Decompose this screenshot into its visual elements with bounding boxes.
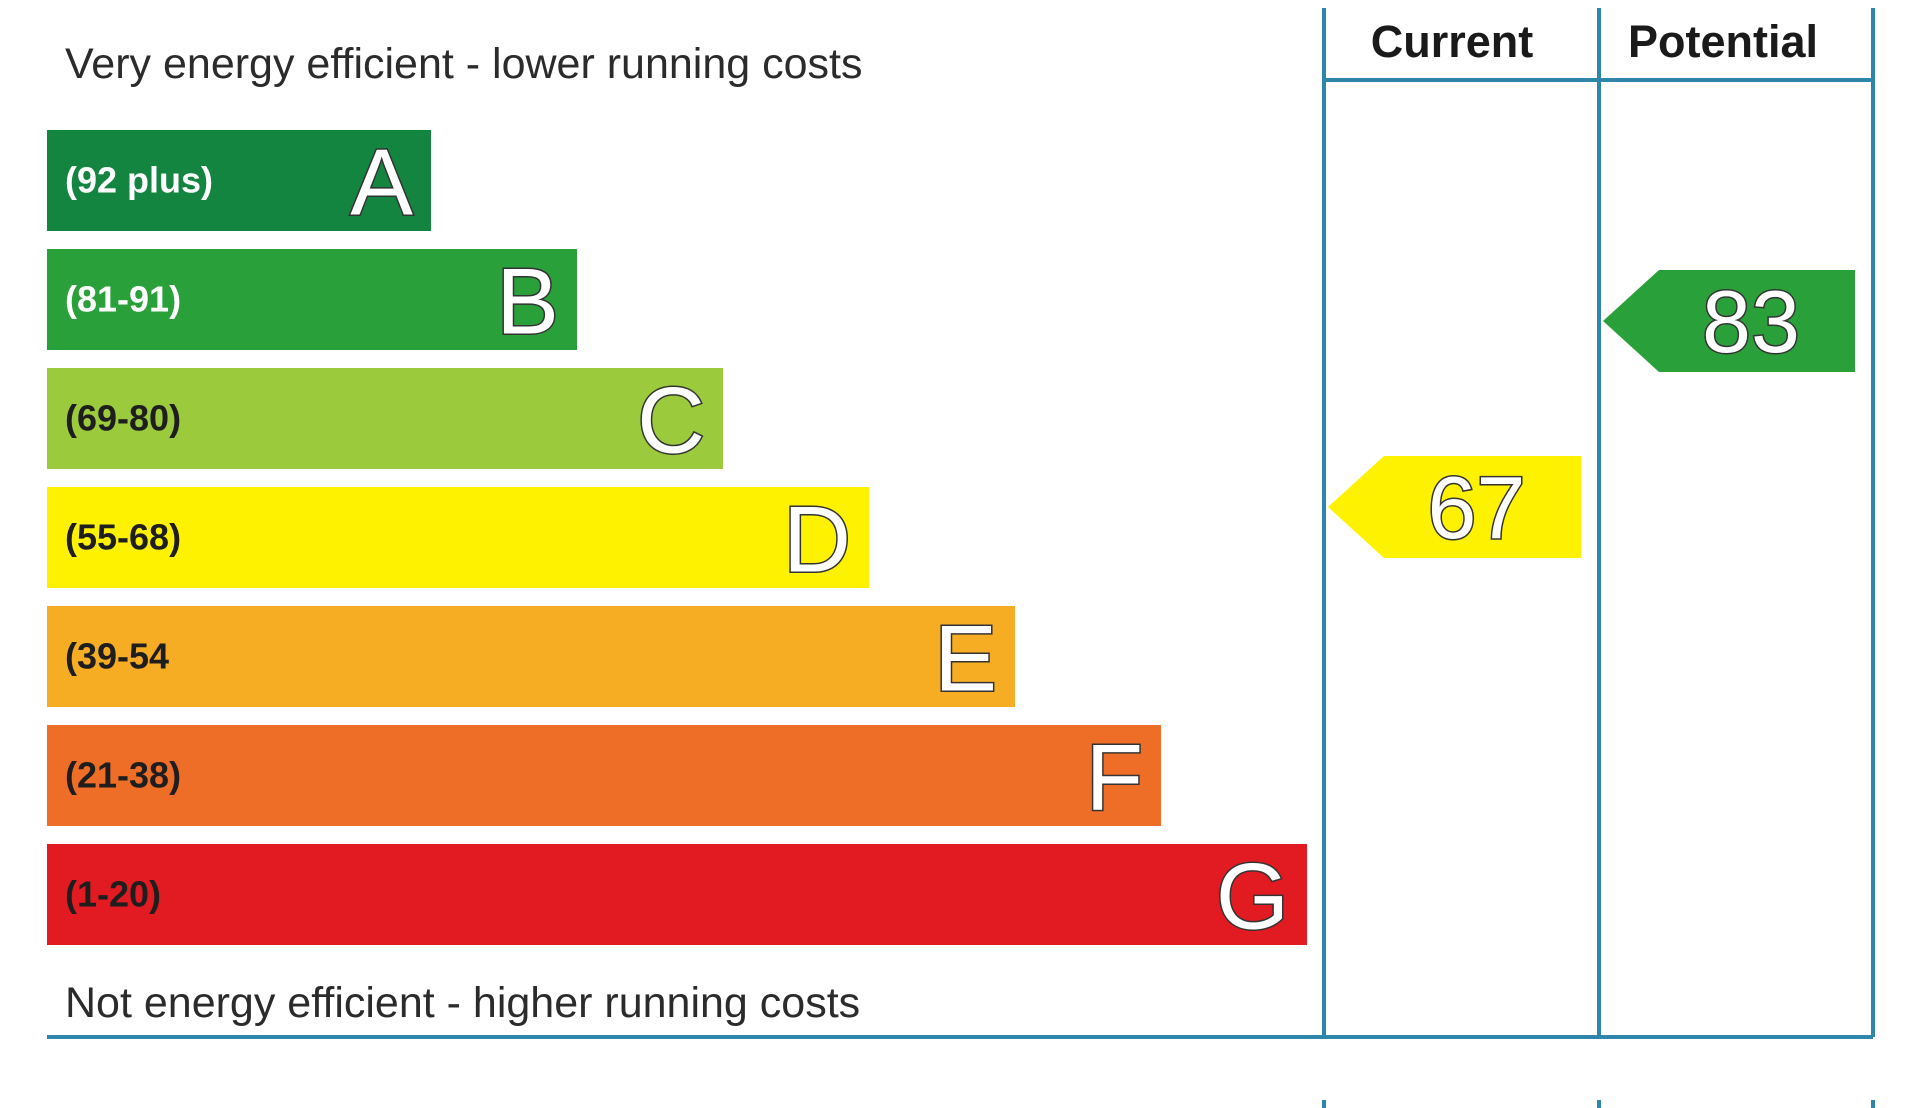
bottom-caption: Not energy efficient - higher running co… [65, 979, 860, 1027]
potential-rating-marker: 83 [1603, 270, 1855, 373]
band-g: (1-20) G [47, 842, 1307, 950]
band-range-e: (39-54 [65, 636, 169, 677]
band-d: (55-68) D [47, 485, 869, 593]
band-bar-g [47, 844, 1307, 945]
band-bar-c [47, 368, 723, 469]
band-range-f: (21-38) [65, 755, 181, 796]
band-e: (39-54 E [47, 604, 1015, 712]
current-rating-marker: 67 [1328, 456, 1581, 559]
rating-bands: (92 plus) A (81-91) B (69-80) C (55-68) D (39-54… [47, 128, 1307, 950]
band-b: (81-91) B [47, 247, 577, 355]
potential-column-header: Potential [1628, 16, 1818, 67]
band-bar-f [47, 725, 1161, 826]
band-letter-a: A [350, 130, 413, 235]
band-bar-d [47, 487, 869, 588]
band-letter-e: E [934, 606, 997, 711]
band-bar-a [47, 130, 431, 231]
band-letter-g: G [1216, 844, 1289, 949]
rating-table-grid [47, 8, 1875, 1108]
band-letter-d: D [783, 487, 851, 592]
potential-rating-value: 83 [1702, 272, 1800, 371]
potential-rating-arrow [1603, 270, 1855, 372]
band-range-g: (1-20) [65, 874, 161, 915]
band-range-c: (69-80) [65, 398, 181, 439]
band-range-b: (81-91) [65, 279, 181, 320]
band-a: (92 plus) A [47, 128, 431, 236]
band-letter-b: B [496, 249, 559, 354]
current-column-header: Current [1371, 16, 1534, 67]
current-rating-value: 67 [1428, 458, 1526, 557]
band-range-a: (92 plus) [65, 160, 213, 201]
rating-markers: 67 83 [1328, 270, 1855, 559]
band-bar-b [47, 249, 577, 350]
band-letter-c: C [637, 368, 705, 473]
band-c: (69-80) C [47, 366, 723, 474]
band-range-d: (55-68) [65, 517, 181, 558]
top-caption: Very energy efficient - lower running co… [65, 40, 863, 88]
band-bar-e [47, 606, 1015, 707]
current-rating-arrow [1328, 456, 1581, 558]
band-f: (21-38) F [47, 723, 1161, 831]
band-letter-f: F [1086, 725, 1143, 830]
